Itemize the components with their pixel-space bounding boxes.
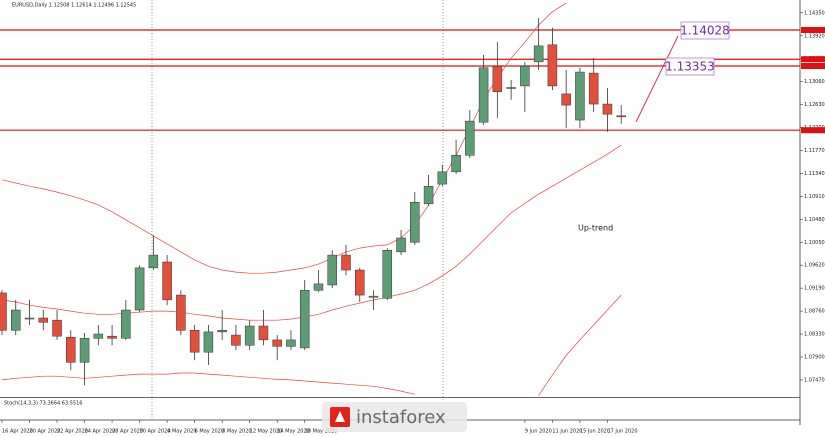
x-tick-label: 28 Apr 2020 [112, 429, 143, 435]
level-price-box [801, 56, 825, 63]
candle-body [492, 65, 503, 93]
y-tick-label: 1.13920 [804, 33, 825, 39]
level-price-box [801, 26, 825, 33]
y-tick-label: 1.10480 [804, 217, 825, 223]
bollinger-band [1, 294, 622, 396]
candle-body [93, 333, 104, 339]
bollinger-band [1, 144, 622, 321]
candle-body [189, 330, 200, 353]
x-tick-label: 17 Jun 2020 [607, 429, 637, 435]
x-tick-label: 20 Apr 2020 [30, 429, 61, 435]
candle-body [616, 115, 626, 118]
candle-body [575, 71, 585, 121]
candle-body [313, 283, 324, 291]
x-tick-label: 15 Jun 2020 [580, 429, 610, 435]
candle-body [176, 294, 186, 331]
candle-body [506, 87, 516, 89]
candle-body [533, 45, 544, 63]
candle-body [244, 325, 255, 346]
candle-body [203, 331, 214, 353]
candle-body [107, 335, 117, 339]
logo-glyph [335, 411, 345, 422]
y-tick-label: 1.09190 [804, 286, 825, 292]
candle-body [0, 292, 7, 331]
candle-body [162, 261, 172, 301]
y-tick-label: 1.07900 [804, 354, 825, 360]
x-tick-label: 8 May 2020 [222, 429, 251, 435]
level-price-box [801, 127, 825, 134]
y-tick-label: 1.11770 [804, 148, 825, 154]
level-annotation: 1.14028 [680, 24, 730, 38]
y-tick-label: 1.10910 [804, 194, 825, 200]
candle-body [52, 319, 62, 337]
candle-body [561, 93, 571, 106]
candle-body [79, 338, 90, 363]
candle-body [451, 155, 461, 173]
candle-body [520, 65, 530, 87]
candle-body [423, 185, 434, 205]
level-annotation: 1.13353 [665, 60, 715, 74]
y-tick-label: 1.08760 [804, 309, 825, 315]
logo-backdrop [322, 402, 467, 432]
x-tick-label: 9 Jun 2020 [525, 429, 552, 435]
indicator-label: Stoch(14,3,3) 73.3664 63.5516 [4, 401, 82, 407]
x-tick-label: 6 May 2020 [195, 429, 224, 435]
level-price-box [801, 63, 825, 70]
y-tick-label: 1.14350 [804, 10, 825, 16]
chart-title: EURUSD,Daily 1.12508 1.12614 1.12496 1.1… [12, 3, 136, 9]
candle-body [437, 171, 448, 185]
candle-body [327, 254, 337, 286]
x-tick-label: 22 Apr 2020 [57, 429, 88, 435]
candle-body [272, 339, 282, 347]
x-tick-label: 11 Jun 2020 [552, 429, 582, 435]
y-tick-label: 1.08330 [804, 332, 825, 338]
y-tick-label: 1.10050 [804, 240, 825, 246]
candle-body [478, 67, 489, 123]
candle-body [465, 120, 475, 156]
logo: instaforex [322, 402, 467, 432]
candle-body [11, 309, 21, 331]
candle-body [547, 44, 558, 87]
candle-body [382, 250, 393, 299]
candle-body [396, 237, 406, 253]
annotation: Up-trend [578, 224, 613, 233]
candle-body [217, 330, 227, 333]
candle-body [299, 290, 310, 349]
candle-body [148, 254, 159, 269]
y-tick-label: 1.09620 [804, 263, 825, 269]
candle-body [410, 201, 420, 243]
candle-body [121, 309, 131, 339]
x-tick-label: 24 Apr 2020 [85, 429, 116, 435]
level-annotation-box [665, 57, 715, 76]
candle-body [134, 267, 145, 311]
y-tick-label: 1.13060 [804, 79, 825, 85]
x-tick-label: 12 May 2020 [250, 429, 283, 435]
x-tick-label: 16 Apr 2020 [2, 429, 33, 435]
candle-body [66, 336, 76, 363]
candle-body [38, 317, 49, 323]
x-tick-label: 30 Apr 2020 [140, 429, 171, 435]
trend-arrow [635, 35, 679, 123]
y-tick-label: 1.07470 [804, 377, 825, 383]
candle-body [258, 325, 269, 341]
x-tick-label: 4 May 2020 [167, 429, 196, 435]
candle-body [588, 72, 599, 105]
x-tick-label: 18 May 2020 [305, 429, 338, 435]
candle-body [24, 317, 35, 320]
candle-body [355, 269, 365, 296]
y-tick-label: 1.12630 [804, 102, 825, 108]
level-annotation-box [680, 21, 730, 40]
candle-body [231, 334, 241, 346]
y-tick-label: 1.11340 [804, 171, 825, 177]
candle-body [341, 254, 351, 271]
x-tick-label: 14 May 2020 [277, 429, 310, 435]
logo-text: instaforex [356, 407, 446, 428]
candle-body [602, 103, 613, 115]
candle-body [286, 339, 296, 347]
candle-body [368, 295, 379, 298]
